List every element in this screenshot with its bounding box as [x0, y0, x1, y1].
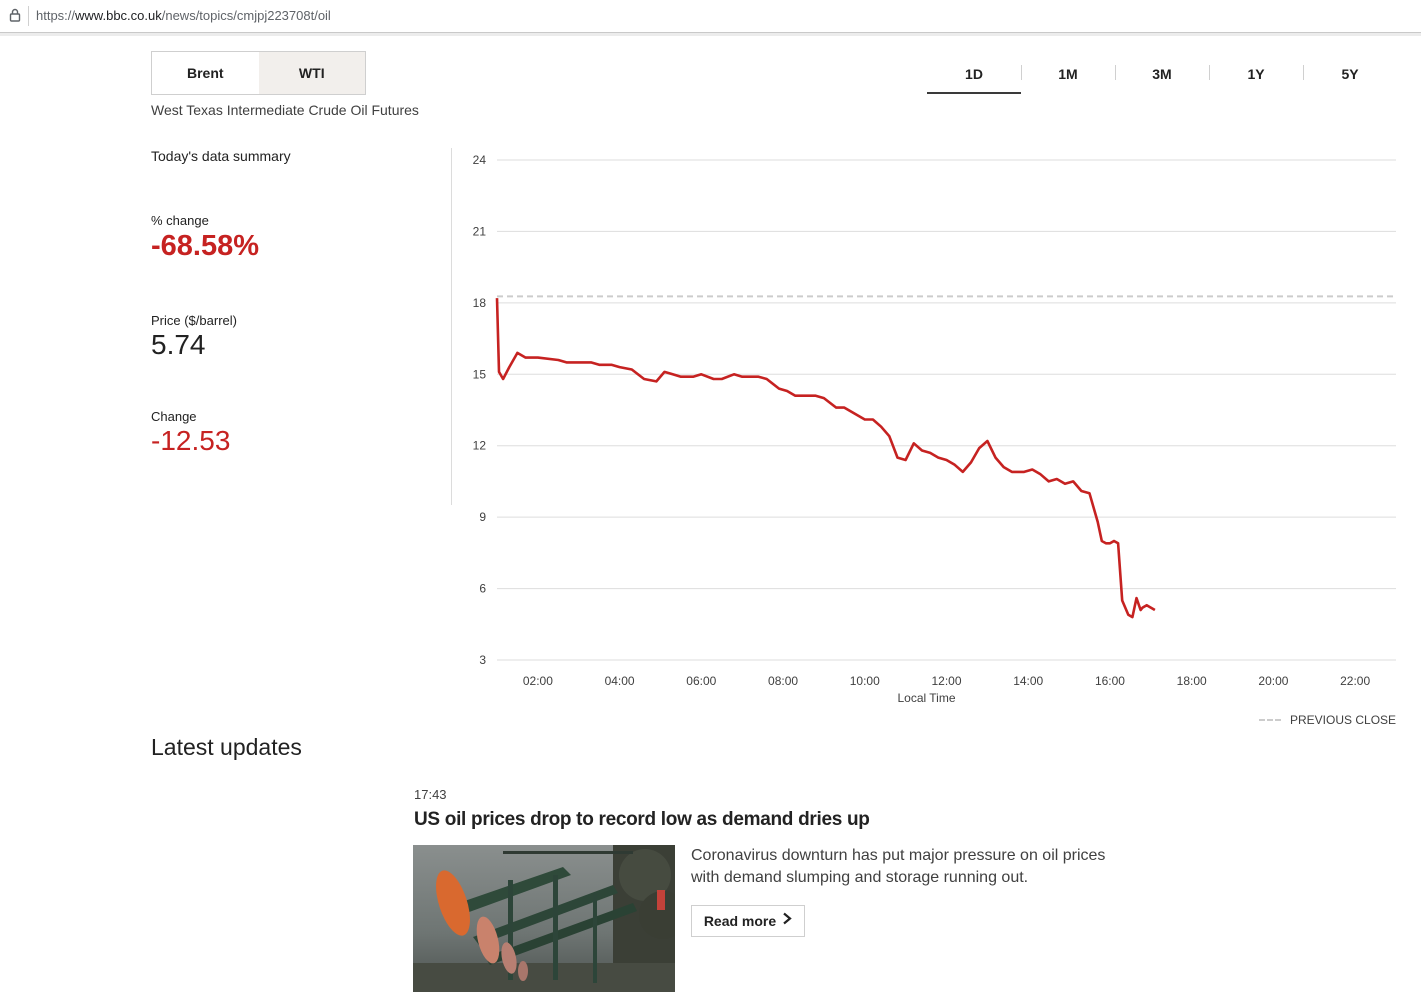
y-tick-label: 21 [473, 224, 487, 238]
y-tick-label: 24 [473, 153, 487, 167]
summary-heading: Today's data summary [151, 148, 291, 164]
pumpjack-illustration [413, 845, 675, 992]
x-axis-label: Local Time [897, 691, 955, 705]
price-series-line [495, 298, 1156, 619]
market-tabs: Brent WTI [151, 51, 366, 95]
summary-divider [451, 148, 452, 505]
x-tick-label: 14:00 [1013, 674, 1043, 688]
market-subtitle: West Texas Intermediate Crude Oil Future… [151, 102, 419, 118]
x-axis-ticks: 02:00 04:00 06:00 08:00 10:00 12:00 14:00 16:00… [523, 674, 1371, 688]
tab-3m[interactable]: 3M [1115, 56, 1209, 92]
x-tick-label: 22:00 [1340, 674, 1370, 688]
address-bar-separator [28, 6, 29, 26]
browser-address-bar[interactable]: https://www.bbc.co.uk/news/topics/cmjpj2… [0, 0, 1421, 33]
x-tick-label: 08:00 [768, 674, 798, 688]
x-tick-label: 10:00 [850, 674, 880, 688]
tab-brent[interactable]: Brent [186, 65, 224, 81]
legend-dash-swatch [1259, 719, 1281, 721]
price-label: Price ($/barrel) [151, 313, 237, 328]
y-tick-label: 12 [473, 439, 487, 453]
chevron-right-icon [782, 912, 792, 930]
x-tick-label: 04:00 [605, 674, 635, 688]
y-tick-label: 6 [479, 582, 486, 596]
y-tick-label: 18 [473, 296, 487, 310]
x-tick-label: 06:00 [686, 674, 716, 688]
tab-1d[interactable]: 1D [927, 56, 1021, 94]
price-value: 5.74 [151, 329, 206, 360]
article-image-oil-pumpjacks[interactable] [413, 845, 675, 992]
y-tick-label: 9 [479, 510, 486, 524]
legend-previous-close: PREVIOUS CLOSE [1259, 713, 1396, 727]
pct-change-label: % change [151, 213, 209, 228]
read-more-label: Read more [703, 913, 777, 929]
url-prefix: https:// [36, 8, 76, 23]
y-tick-label: 15 [473, 367, 487, 381]
url-text[interactable]: https://www.bbc.co.uk/news/topics/cmjpj2… [36, 8, 331, 23]
x-tick-label: 18:00 [1177, 674, 1207, 688]
x-tick-label: 02:00 [523, 674, 553, 688]
tab-wti[interactable]: WTI [258, 52, 365, 94]
article-timestamp: 17:43 [414, 787, 447, 802]
chart-grid [497, 159, 1396, 661]
pct-change-value: -68.58% [151, 230, 260, 262]
read-more-button[interactable]: Read more [691, 905, 805, 937]
url-host: www.bbc.co.uk [75, 8, 162, 23]
legend-previous-close-label: PREVIOUS CLOSE [1290, 713, 1397, 727]
price-chart: 3 6 9 12 15 18 21 24 02:00 04:00 06:00 08:00 10:00 1… [473, 153, 1396, 705]
time-range-tabs: 1D 1M 3M 1Y 5Y [927, 56, 1399, 96]
change-label: Change [151, 409, 197, 424]
url-path: /news/topics/cmjpj223708t/oil [161, 8, 331, 23]
y-axis-ticks: 3 6 9 12 15 18 21 24 [473, 153, 487, 667]
article-summary: Coronavirus downturn has put major press… [691, 847, 1106, 886]
x-tick-label: 12:00 [931, 674, 961, 688]
x-tick-label: 20:00 [1258, 674, 1288, 688]
tab-5y[interactable]: 5Y [1303, 56, 1397, 92]
lock-icon [9, 8, 21, 22]
tab-1y[interactable]: 1Y [1209, 56, 1303, 92]
article-title-link[interactable]: US oil prices drop to record low as dema… [414, 809, 870, 830]
change-value: -12.53 [151, 425, 231, 456]
y-tick-label: 3 [479, 653, 486, 667]
tab-1m[interactable]: 1M [1021, 56, 1115, 92]
x-tick-label: 16:00 [1095, 674, 1125, 688]
latest-updates-heading: Latest updates [151, 734, 302, 760]
toolbar-divider [0, 33, 1421, 36]
